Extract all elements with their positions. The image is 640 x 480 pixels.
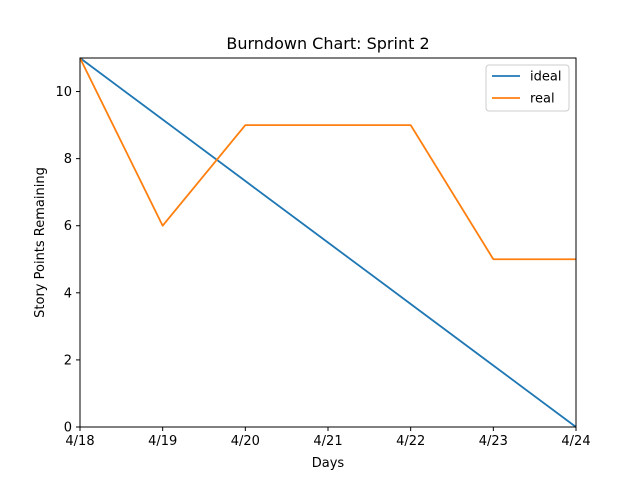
x-tick-label: 4/24 (561, 434, 590, 449)
x-axis: 4/18 4/19 4/20 4/21 4/22 4/23 4/24 (65, 427, 591, 449)
y-tick-label: 10 (55, 85, 72, 100)
x-tick-label: 4/22 (396, 434, 425, 449)
y-axis-label: Story Points Remaining (33, 167, 48, 318)
legend-label-real: real (530, 92, 555, 107)
x-tick-label: 4/20 (231, 434, 260, 449)
series-lines (79, 57, 577, 428)
x-tick-label: 4/21 (313, 434, 342, 449)
chart-title: Burndown Chart: Sprint 2 (226, 34, 429, 53)
series-line-ideal (79, 57, 577, 428)
y-tick-label: 4 (64, 286, 72, 301)
y-tick-label: 8 (64, 152, 72, 167)
legend: ideal real (485, 64, 570, 112)
y-axis: 0 2 4 6 8 10 (55, 85, 80, 436)
y-tick-label: 6 (64, 219, 72, 234)
series-line-real (79, 57, 576, 261)
x-tick-label: 4/23 (479, 434, 508, 449)
legend-label-ideal: ideal (530, 70, 561, 85)
y-tick-label: 2 (64, 353, 72, 368)
x-axis-label: Days (312, 456, 345, 471)
x-tick-label: 4/18 (65, 434, 94, 449)
y-tick-label: 0 (64, 421, 72, 436)
x-tick-label: 4/19 (148, 434, 177, 449)
